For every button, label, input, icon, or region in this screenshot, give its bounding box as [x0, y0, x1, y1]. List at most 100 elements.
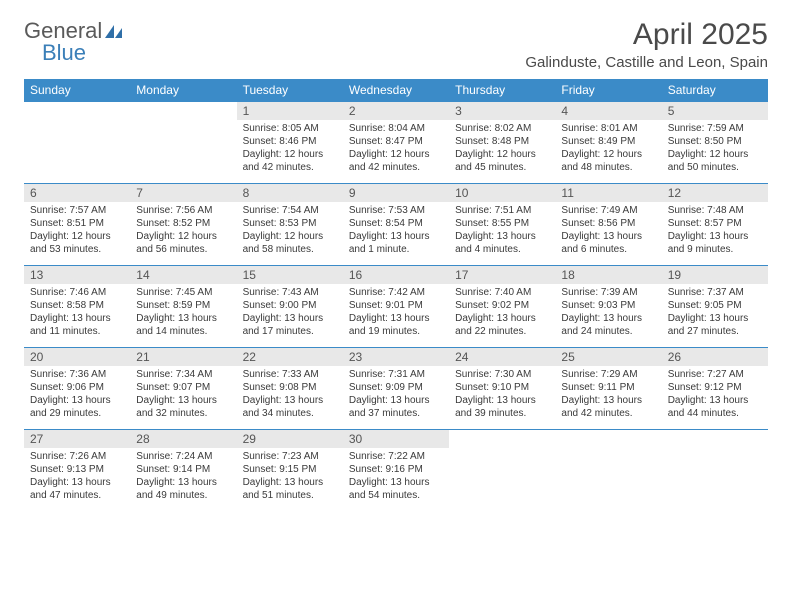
page-title: April 2025: [525, 18, 768, 52]
day-number: 1: [237, 102, 343, 120]
calendar-day-cell: 2Sunrise: 8:04 AMSunset: 8:47 PMDaylight…: [343, 102, 449, 184]
day-number: 19: [662, 266, 768, 284]
day-details: Sunrise: 7:31 AMSunset: 9:09 PMDaylight:…: [343, 366, 449, 424]
day-number: 29: [237, 430, 343, 448]
day-details: Sunrise: 7:22 AMSunset: 9:16 PMDaylight:…: [343, 448, 449, 506]
day-details: Sunrise: 7:54 AMSunset: 8:53 PMDaylight:…: [237, 202, 343, 260]
logo: GeneralBlue: [24, 18, 126, 66]
day-number: 23: [343, 348, 449, 366]
day-number: [555, 430, 661, 448]
day-number: 5: [662, 102, 768, 120]
day-details: Sunrise: 7:26 AMSunset: 9:13 PMDaylight:…: [24, 448, 130, 506]
day-details: Sunrise: 7:59 AMSunset: 8:50 PMDaylight:…: [662, 120, 768, 178]
day-details: Sunrise: 7:27 AMSunset: 9:12 PMDaylight:…: [662, 366, 768, 424]
calendar-day-cell: 23Sunrise: 7:31 AMSunset: 9:09 PMDayligh…: [343, 348, 449, 430]
day-details: Sunrise: 7:39 AMSunset: 9:03 PMDaylight:…: [555, 284, 661, 342]
day-number: 11: [555, 184, 661, 202]
day-number: 25: [555, 348, 661, 366]
day-details: Sunrise: 7:24 AMSunset: 9:14 PMDaylight:…: [130, 448, 236, 506]
day-details: Sunrise: 8:01 AMSunset: 8:49 PMDaylight:…: [555, 120, 661, 178]
calendar-day-cell: 27Sunrise: 7:26 AMSunset: 9:13 PMDayligh…: [24, 430, 130, 512]
location-label: Galinduste, Castille and Leon, Spain: [525, 54, 768, 71]
day-number: 18: [555, 266, 661, 284]
calendar-day-cell: [130, 102, 236, 184]
day-details: Sunrise: 8:04 AMSunset: 8:47 PMDaylight:…: [343, 120, 449, 178]
calendar-day-cell: 21Sunrise: 7:34 AMSunset: 9:07 PMDayligh…: [130, 348, 236, 430]
day-number: [449, 430, 555, 448]
day-details: Sunrise: 7:45 AMSunset: 8:59 PMDaylight:…: [130, 284, 236, 342]
day-number: 14: [130, 266, 236, 284]
day-details: Sunrise: 7:30 AMSunset: 9:10 PMDaylight:…: [449, 366, 555, 424]
calendar-table: SundayMondayTuesdayWednesdayThursdayFrid…: [24, 79, 768, 512]
day-details: Sunrise: 7:46 AMSunset: 8:58 PMDaylight:…: [24, 284, 130, 342]
calendar-day-cell: 4Sunrise: 8:01 AMSunset: 8:49 PMDaylight…: [555, 102, 661, 184]
day-number: 4: [555, 102, 661, 120]
day-number: 24: [449, 348, 555, 366]
day-number: 2: [343, 102, 449, 120]
day-number: 26: [662, 348, 768, 366]
days-of-week-row: SundayMondayTuesdayWednesdayThursdayFrid…: [24, 79, 768, 102]
day-details: Sunrise: 7:23 AMSunset: 9:15 PMDaylight:…: [237, 448, 343, 506]
day-details: Sunrise: 7:53 AMSunset: 8:54 PMDaylight:…: [343, 202, 449, 260]
day-details: Sunrise: 7:51 AMSunset: 8:55 PMDaylight:…: [449, 202, 555, 260]
day-number: 13: [24, 266, 130, 284]
day-number: 10: [449, 184, 555, 202]
day-number: [662, 430, 768, 448]
day-details: Sunrise: 8:02 AMSunset: 8:48 PMDaylight:…: [449, 120, 555, 178]
calendar-day-cell: 19Sunrise: 7:37 AMSunset: 9:05 PMDayligh…: [662, 266, 768, 348]
calendar-day-cell: 3Sunrise: 8:02 AMSunset: 8:48 PMDaylight…: [449, 102, 555, 184]
day-number: 3: [449, 102, 555, 120]
day-details: Sunrise: 7:33 AMSunset: 9:08 PMDaylight:…: [237, 366, 343, 424]
calendar-day-cell: [24, 102, 130, 184]
dow-header: Monday: [130, 79, 236, 102]
calendar-day-cell: 30Sunrise: 7:22 AMSunset: 9:16 PMDayligh…: [343, 430, 449, 512]
logo-sail-icon: [104, 23, 126, 44]
calendar-day-cell: 25Sunrise: 7:29 AMSunset: 9:11 PMDayligh…: [555, 348, 661, 430]
day-details: Sunrise: 7:49 AMSunset: 8:56 PMDaylight:…: [555, 202, 661, 260]
header: GeneralBlue April 2025 Galinduste, Casti…: [24, 18, 768, 71]
day-details: Sunrise: 7:48 AMSunset: 8:57 PMDaylight:…: [662, 202, 768, 260]
day-details: Sunrise: 7:56 AMSunset: 8:52 PMDaylight:…: [130, 202, 236, 260]
day-number: 8: [237, 184, 343, 202]
calendar-day-cell: 24Sunrise: 7:30 AMSunset: 9:10 PMDayligh…: [449, 348, 555, 430]
day-details: Sunrise: 7:34 AMSunset: 9:07 PMDaylight:…: [130, 366, 236, 424]
day-number: 21: [130, 348, 236, 366]
title-block: April 2025 Galinduste, Castille and Leon…: [525, 18, 768, 71]
dow-header: Saturday: [662, 79, 768, 102]
dow-header: Friday: [555, 79, 661, 102]
calendar-day-cell: 29Sunrise: 7:23 AMSunset: 9:15 PMDayligh…: [237, 430, 343, 512]
dow-header: Sunday: [24, 79, 130, 102]
day-number: 12: [662, 184, 768, 202]
day-number: 7: [130, 184, 236, 202]
calendar-day-cell: 20Sunrise: 7:36 AMSunset: 9:06 PMDayligh…: [24, 348, 130, 430]
calendar-day-cell: 18Sunrise: 7:39 AMSunset: 9:03 PMDayligh…: [555, 266, 661, 348]
calendar-day-cell: 17Sunrise: 7:40 AMSunset: 9:02 PMDayligh…: [449, 266, 555, 348]
calendar-day-cell: 8Sunrise: 7:54 AMSunset: 8:53 PMDaylight…: [237, 184, 343, 266]
calendar-week-row: 6Sunrise: 7:57 AMSunset: 8:51 PMDaylight…: [24, 184, 768, 266]
calendar-day-cell: 12Sunrise: 7:48 AMSunset: 8:57 PMDayligh…: [662, 184, 768, 266]
calendar-day-cell: 11Sunrise: 7:49 AMSunset: 8:56 PMDayligh…: [555, 184, 661, 266]
calendar-day-cell: 15Sunrise: 7:43 AMSunset: 9:00 PMDayligh…: [237, 266, 343, 348]
calendar-day-cell: 6Sunrise: 7:57 AMSunset: 8:51 PMDaylight…: [24, 184, 130, 266]
calendar-week-row: 13Sunrise: 7:46 AMSunset: 8:58 PMDayligh…: [24, 266, 768, 348]
dow-header: Thursday: [449, 79, 555, 102]
day-number: 20: [24, 348, 130, 366]
calendar-day-cell: 16Sunrise: 7:42 AMSunset: 9:01 PMDayligh…: [343, 266, 449, 348]
day-details: Sunrise: 7:37 AMSunset: 9:05 PMDaylight:…: [662, 284, 768, 342]
calendar-day-cell: 5Sunrise: 7:59 AMSunset: 8:50 PMDaylight…: [662, 102, 768, 184]
day-details: Sunrise: 7:42 AMSunset: 9:01 PMDaylight:…: [343, 284, 449, 342]
day-number: 30: [343, 430, 449, 448]
calendar-day-cell: [555, 430, 661, 512]
day-number: 16: [343, 266, 449, 284]
dow-header: Wednesday: [343, 79, 449, 102]
calendar-week-row: 20Sunrise: 7:36 AMSunset: 9:06 PMDayligh…: [24, 348, 768, 430]
calendar-day-cell: [662, 430, 768, 512]
day-details: Sunrise: 7:40 AMSunset: 9:02 PMDaylight:…: [449, 284, 555, 342]
day-details: Sunrise: 7:43 AMSunset: 9:00 PMDaylight:…: [237, 284, 343, 342]
calendar-week-row: 27Sunrise: 7:26 AMSunset: 9:13 PMDayligh…: [24, 430, 768, 512]
calendar-day-cell: 1Sunrise: 8:05 AMSunset: 8:46 PMDaylight…: [237, 102, 343, 184]
day-details: Sunrise: 7:29 AMSunset: 9:11 PMDaylight:…: [555, 366, 661, 424]
calendar-week-row: 1Sunrise: 8:05 AMSunset: 8:46 PMDaylight…: [24, 102, 768, 184]
dow-header: Tuesday: [237, 79, 343, 102]
calendar-day-cell: 28Sunrise: 7:24 AMSunset: 9:14 PMDayligh…: [130, 430, 236, 512]
